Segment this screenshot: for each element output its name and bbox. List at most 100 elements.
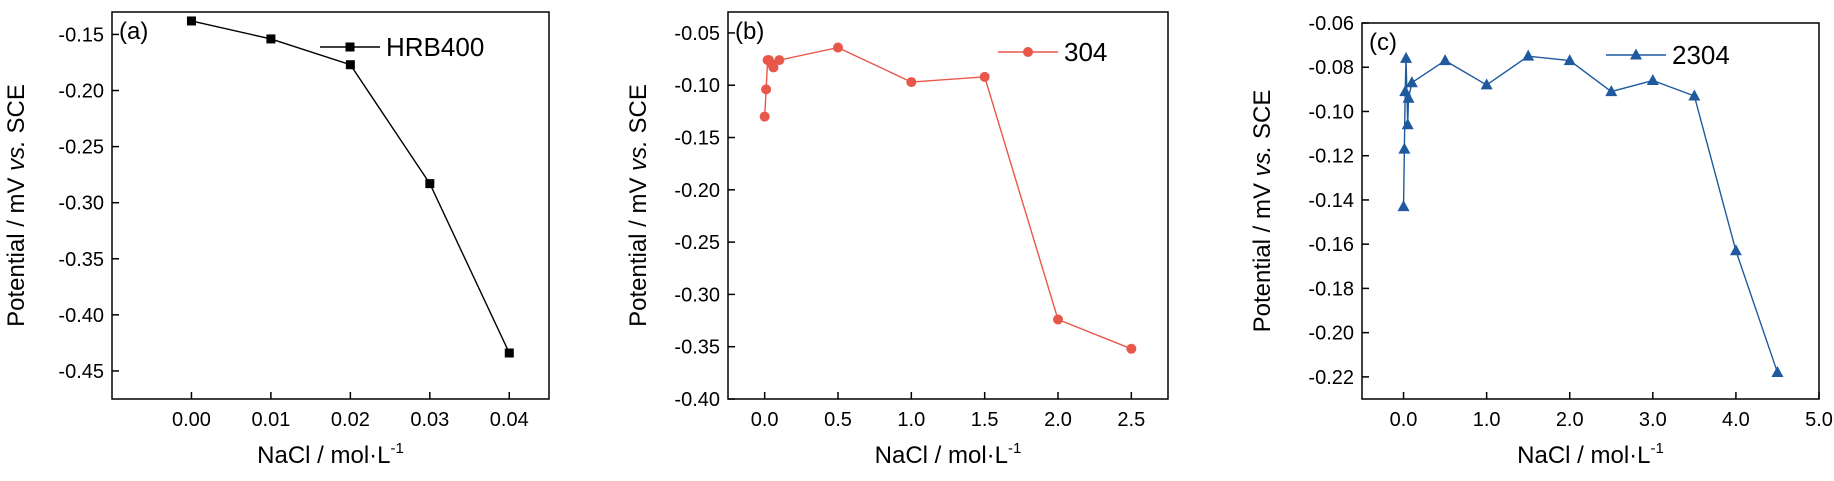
plot-frame (1361, 22, 1820, 400)
data-point (833, 42, 843, 53)
data-point (1605, 85, 1618, 97)
x-tick-label: 1.5 (971, 409, 999, 431)
data-point (759, 111, 770, 122)
x-tick-label: 0.00 (172, 409, 211, 431)
y-tick-label: -0.12 (1308, 146, 1354, 168)
data-point (1402, 91, 1415, 103)
y-tick-label: -0.30 (674, 284, 720, 306)
y-tick-label: -0.30 (58, 193, 104, 215)
panel-a: 0.00 0.01 0.02 0.03 0.04 -0.45 -0.40 -0.35 -0.30… (3, 11, 550, 469)
y-tick-label: -0.35 (674, 337, 720, 359)
x-tick-label: 2.5 (1117, 409, 1145, 431)
x-axis-label-sup: -1 (1008, 440, 1021, 457)
y-tick-label: -0.14 (1308, 190, 1354, 212)
y-tick-label: -0.05 (674, 23, 720, 45)
y-tick-label: -0.45 (58, 361, 104, 383)
data-point (504, 348, 514, 358)
x-axis-label: NaCl / mol·L-1 (1517, 440, 1664, 469)
data-point (1771, 365, 1784, 377)
panel-label: (b) (735, 18, 764, 45)
y-tick-label: -0.20 (674, 180, 720, 202)
x-tick-label: 0.5 (824, 409, 852, 431)
x-tick-label: 2.0 (1556, 409, 1584, 431)
data-point (1646, 74, 1659, 86)
y-axis-label-part: SCE (1249, 90, 1276, 146)
plot-frame (111, 11, 550, 400)
data-point (1480, 78, 1493, 90)
y-axis-label-part: Potential / mV (1249, 176, 1276, 332)
data-point (1405, 76, 1418, 88)
x-tick-label: 0.0 (1390, 409, 1418, 431)
data-point (345, 60, 355, 70)
y-axis-label-part: vs. (625, 140, 652, 171)
y-tick-label: -0.35 (58, 249, 104, 271)
data-point (1397, 200, 1410, 212)
data-point (768, 62, 779, 73)
x-axis-label: NaCl / mol·L-1 (875, 440, 1022, 469)
data-point (1439, 54, 1452, 66)
y-tick-label: -0.06 (1308, 13, 1354, 35)
y-tick-label: -0.18 (1308, 278, 1354, 300)
data-point (1053, 314, 1063, 325)
y-tick-label: -0.40 (674, 389, 720, 411)
y-tick-label: -0.20 (58, 81, 104, 103)
y-tick-label: -0.10 (674, 75, 720, 97)
y-tick-label: -0.15 (674, 128, 720, 150)
y-axis-label-part: vs. (3, 140, 30, 171)
x-axis-label-text: NaCl / mol·L (257, 442, 390, 469)
y-tick-label: -0.22 (1308, 367, 1354, 389)
y-tick-label: -0.20 (1308, 323, 1354, 345)
x-axis-label: NaCl / mol·L-1 (257, 440, 404, 469)
data-point (906, 77, 917, 88)
data-point (1729, 244, 1742, 256)
x-tick-label: 1.0 (897, 409, 925, 431)
data-point (1398, 142, 1411, 154)
x-tick-label: 0.04 (490, 409, 529, 431)
data-point (1522, 49, 1535, 61)
y-axis-label-part: Potential / mV (3, 171, 30, 327)
data-point (345, 42, 355, 52)
data-point (979, 71, 990, 82)
y-axis-label: Potential / mV vs. SCE (3, 84, 30, 327)
x-axis-label-text: NaCl / mol·L (875, 442, 1008, 469)
data-point (186, 16, 196, 26)
y-tick-label: -0.16 (1308, 234, 1354, 256)
y-tick-label: -0.25 (58, 137, 104, 159)
x-axis-label-text: NaCl / mol·L (1517, 442, 1650, 469)
y-axis-label: Potential / mV vs. SCE (625, 84, 652, 327)
y-axis-label: Potential / mV vs. SCE (1249, 90, 1276, 333)
x-axis-label-sup: -1 (1651, 440, 1664, 457)
y-tick-label: -0.10 (1308, 101, 1354, 123)
y-axis-label-part: SCE (3, 84, 30, 140)
legend-label: 304 (1064, 37, 1107, 67)
data-point (266, 34, 276, 44)
legend-label: 2304 (1672, 40, 1730, 70)
legend-label: HRB400 (386, 32, 484, 62)
panel-label: (a) (119, 18, 148, 45)
y-axis-label-part: vs. (1249, 146, 1276, 177)
x-tick-label: 0.02 (331, 409, 370, 431)
data-point (1126, 343, 1137, 354)
data-point (1688, 89, 1701, 101)
x-tick-label: 0.01 (251, 409, 290, 431)
data-point (1023, 47, 1033, 57)
series-line (1402, 55, 1779, 373)
plot-frame (727, 11, 1169, 400)
data-point (1400, 51, 1413, 63)
data-point (1401, 118, 1414, 130)
y-axis-label-part: Potential / mV (625, 171, 652, 327)
series-line (191, 20, 510, 354)
x-tick-label: 1.0 (1473, 409, 1501, 431)
y-tick-label: -0.08 (1308, 57, 1354, 79)
data-point (761, 84, 772, 95)
y-tick-label: -0.25 (674, 232, 720, 254)
y-axis-label-part: SCE (625, 84, 652, 140)
series-line (763, 46, 1132, 350)
x-tick-label: 0.03 (410, 409, 449, 431)
panel-b: 0.0 0.5 1.0 1.5 2.0 2.5 -0.40 -0.35 -0.30 -0.25 -0… (625, 11, 1169, 469)
data-point (425, 179, 435, 189)
data-point (1563, 54, 1576, 66)
panel-c: 0.0 1.0 2.0 3.0 4.0 5.0 -0.22 -0.20 -0.18 -0.16 -0… (1249, 13, 1833, 469)
data-point (774, 55, 785, 66)
